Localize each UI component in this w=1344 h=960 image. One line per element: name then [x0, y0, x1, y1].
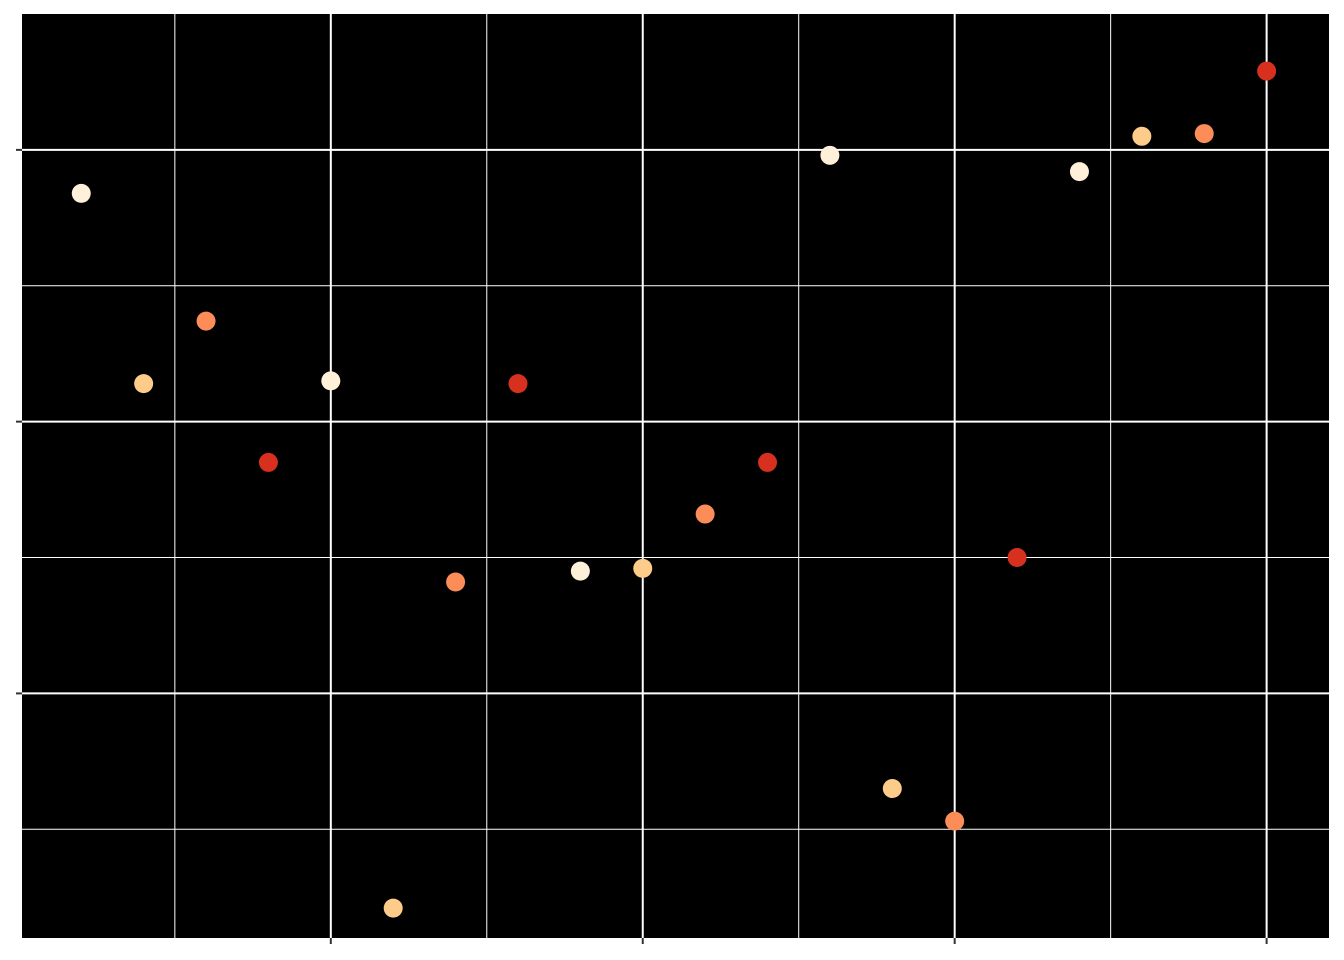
- data-point: [1069, 162, 1089, 182]
- data-point: [258, 452, 278, 472]
- data-point: [758, 452, 778, 472]
- data-point: [820, 145, 840, 165]
- data-point: [321, 371, 341, 391]
- data-point: [134, 374, 154, 394]
- data-point: [695, 504, 715, 524]
- data-point: [383, 898, 403, 918]
- data-point: [1194, 124, 1214, 144]
- data-point: [633, 558, 653, 578]
- data-point: [945, 811, 965, 831]
- data-points: [71, 61, 1277, 918]
- data-point: [1007, 548, 1027, 568]
- data-point: [508, 374, 528, 394]
- data-point: [71, 183, 91, 203]
- data-point: [446, 572, 466, 592]
- data-point: [570, 561, 590, 581]
- data-point: [1132, 126, 1152, 146]
- axis-ticks: [16, 148, 1268, 944]
- data-point: [196, 311, 216, 331]
- data-point: [1257, 61, 1277, 81]
- minor-gridlines: [22, 14, 1329, 938]
- plot-panel: [22, 14, 1329, 938]
- data-point: [882, 779, 902, 799]
- major-gridlines: [22, 14, 1329, 938]
